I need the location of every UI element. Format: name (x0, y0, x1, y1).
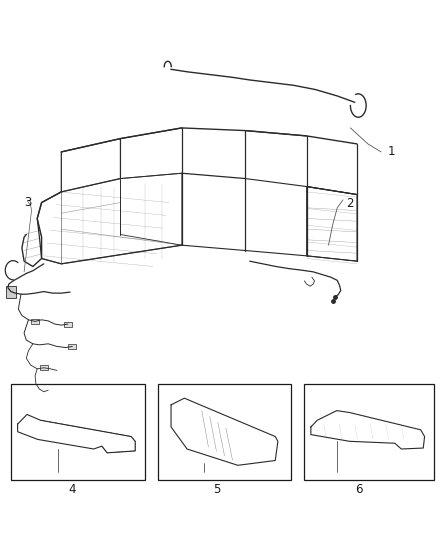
Text: 5: 5 (213, 483, 220, 496)
Bar (11, 384, 145, 480)
Bar (158, 384, 291, 480)
Text: 4: 4 (68, 483, 76, 496)
Text: 6: 6 (355, 483, 363, 496)
Text: 3: 3 (24, 196, 32, 209)
Bar (6, 286, 16, 298)
Bar (304, 384, 434, 480)
Text: 2: 2 (346, 197, 353, 210)
Bar (31, 319, 39, 324)
Text: 1: 1 (388, 146, 395, 158)
Bar (64, 321, 72, 327)
Bar (40, 365, 48, 370)
Bar (68, 344, 76, 349)
